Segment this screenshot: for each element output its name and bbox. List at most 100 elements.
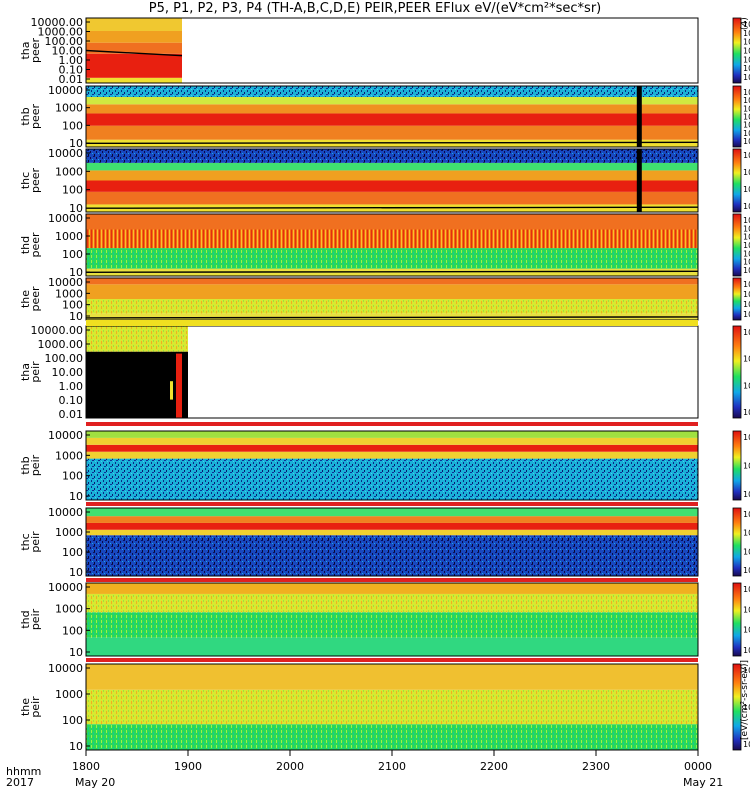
panel-bg xyxy=(86,18,698,83)
colorbar-tick-label: 10⁴ xyxy=(743,121,750,130)
colorbar-tick-label: 10⁴ xyxy=(743,703,750,712)
mode-strip xyxy=(86,422,698,426)
spectrogram-band xyxy=(86,516,698,523)
y-tick-label: 1000 xyxy=(55,230,83,243)
colorbar-tick-label: 10⁴ xyxy=(743,381,750,390)
spectrogram-band xyxy=(86,508,698,517)
y-axis-label-species: peer xyxy=(29,38,42,64)
colorbar-tick-label: 10² xyxy=(743,408,750,417)
y-tick-label: 10000 xyxy=(48,212,83,225)
colorbar-tick-label: 10² xyxy=(743,566,750,575)
spectrogram-band xyxy=(86,593,698,613)
y-tick-label: 10 xyxy=(69,566,83,579)
colorbar-tick-label: 10³ xyxy=(743,64,750,73)
sc-potential-line xyxy=(85,206,699,209)
colorbar xyxy=(732,507,742,577)
y-tick-label: 100 xyxy=(62,470,83,483)
x-tick-label: 1900 xyxy=(174,760,202,773)
y-axis-label-probe: the xyxy=(19,290,32,308)
y-tick-label: 10 xyxy=(69,740,83,753)
colorbar-tick-label: 10⁸ xyxy=(743,280,750,289)
y-axis-label-probe: thb xyxy=(19,107,32,125)
y-tick-label: 10 xyxy=(69,266,83,279)
y-tick-label: 100.00 xyxy=(45,352,84,365)
colorbar xyxy=(732,85,742,148)
spectrogram-band xyxy=(86,326,188,352)
spectrogram-band xyxy=(86,214,698,230)
panel-frame xyxy=(85,507,699,577)
y-axis-label-probe: the xyxy=(19,698,32,716)
colorbar-tick-label: 10⁵ xyxy=(743,241,750,250)
y-axis-label-species: peir xyxy=(29,531,42,553)
y-tick-label: 10000 xyxy=(48,662,83,675)
colorbar xyxy=(732,582,742,657)
colorbar-tick-label: 10⁸ xyxy=(743,216,750,225)
y-tick-label: 0.10 xyxy=(59,64,84,77)
colorbar-tick-label: 10⁵ xyxy=(743,113,750,122)
colorbar-tick-label: 10⁸ xyxy=(743,328,750,337)
colorbar xyxy=(732,663,742,751)
y-tick-label: 1000 xyxy=(55,287,83,300)
y-axis-label-species: peer xyxy=(29,286,42,312)
spectrogram-band xyxy=(86,583,698,594)
y-tick-label: 10 xyxy=(69,646,83,659)
y-tick-label: 1.00 xyxy=(59,380,84,393)
colorbar-tick-label: 10⁶ xyxy=(743,233,750,242)
panel-frame xyxy=(85,85,699,148)
y-tick-label: 10000 xyxy=(48,276,83,289)
spectrogram-band xyxy=(86,689,698,725)
colorbar xyxy=(732,148,742,213)
colorbar-tick-label: 10² xyxy=(743,740,750,749)
colorbar-tick-label: 10⁴ xyxy=(743,185,750,194)
colorbar-tick-label: 10⁶ xyxy=(743,104,750,113)
y-tick-label: 10 xyxy=(69,490,83,503)
y-tick-label: 100 xyxy=(62,184,83,197)
y-axis-label-species: peer xyxy=(29,168,42,194)
colorbar-tick-label: 10⁶ xyxy=(743,168,750,177)
y-tick-label: 10000 xyxy=(48,506,83,519)
y-tick-label: 10000 xyxy=(48,84,83,97)
y-tick-label: 10000 xyxy=(48,147,83,160)
panel-frame xyxy=(85,582,699,657)
y-tick-label: 0.10 xyxy=(59,394,84,407)
spectrogram-band xyxy=(176,353,182,418)
colorbar-tick-label: 10⁴ xyxy=(743,300,750,309)
colorbar-tick-label: 10⁶ xyxy=(743,666,750,675)
spectrogram-band xyxy=(86,299,698,314)
colorbar-tick-label: 10² xyxy=(743,490,750,499)
y-axis-label-species: peir xyxy=(29,696,42,718)
colorbar-tick-label: 10² xyxy=(743,266,750,275)
y-axis-label-species: peir xyxy=(29,608,42,630)
y-axis-label-species: peer xyxy=(29,232,42,258)
colorbar xyxy=(732,430,742,501)
spectrogram-band xyxy=(86,125,698,140)
spectrogram-band xyxy=(86,278,698,285)
colorbar-tick-label: 10⁶ xyxy=(743,433,750,442)
panel-frame xyxy=(85,148,699,213)
mode-strip xyxy=(86,658,698,662)
colorbar-tick-label: 10⁶ xyxy=(743,355,750,364)
mode-strip xyxy=(86,502,698,506)
colorbar-tick-label: 10² xyxy=(743,73,750,82)
colorbar xyxy=(732,325,742,419)
spectrogram-band xyxy=(86,451,698,459)
y-axis-label-probe: thd xyxy=(19,236,32,254)
panel-frame xyxy=(85,213,699,277)
y-axis-label-species: peer xyxy=(29,104,42,130)
y-tick-label: 1.00 xyxy=(59,54,84,67)
y-tick-label: 100 xyxy=(62,546,83,559)
y-tick-label: 1000 xyxy=(55,165,83,178)
colorbar-tick-label: 10⁴ xyxy=(743,249,750,258)
y-tick-label: 100 xyxy=(62,624,83,637)
y-tick-label: 0.01 xyxy=(59,408,84,421)
spectrogram-band xyxy=(86,149,698,163)
colorbar-tick-label: 10⁶ xyxy=(743,38,750,47)
colorbar-tick-label: 10⁶ xyxy=(743,605,750,614)
sc-potential-line xyxy=(85,141,699,145)
spectrogram-band xyxy=(86,18,182,31)
colorbar-tick-label: 10³ xyxy=(743,258,750,267)
